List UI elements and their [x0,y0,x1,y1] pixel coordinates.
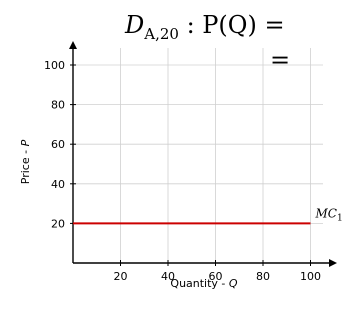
y-tick-label-60: 60 [51,138,65,151]
chart-title: DA,20 : P(Q) = [124,11,285,43]
x-axis-title: Quantity - Q [170,277,238,290]
title-rest: : P(Q) = [179,11,285,39]
y-axis-title-text: Price - [19,146,32,184]
tick-labels: 20 40 60 80 100 20 40 60 80 100 [44,59,321,283]
x-axis-title-var: Q [229,277,238,290]
x-tick-label-100: 100 [300,270,321,283]
y-tick-label-20: 20 [51,217,65,230]
x-tick-label-80: 80 [256,270,270,283]
title-subscript: A,20 [143,25,179,43]
x-tick-label-40: 40 [161,270,175,283]
x-tick-label-20: 20 [114,270,128,283]
x-axis-title-text: Quantity - [170,277,229,290]
y-tick-label-80: 80 [51,99,65,112]
y-axis-title: Price - P [19,139,32,184]
y-tick-label-100: 100 [44,59,65,72]
y-axis-title-var: P [19,139,32,146]
chart-title-second-line: = [270,46,290,74]
title-main: D [124,11,144,39]
grid [73,48,323,263]
series-label-mc1: MC1 [315,206,343,223]
x-tick-label-60: 60 [209,270,223,283]
series-layer: MC1 [73,206,343,225]
y-tick-label-40: 40 [51,178,65,191]
axes [69,41,337,267]
